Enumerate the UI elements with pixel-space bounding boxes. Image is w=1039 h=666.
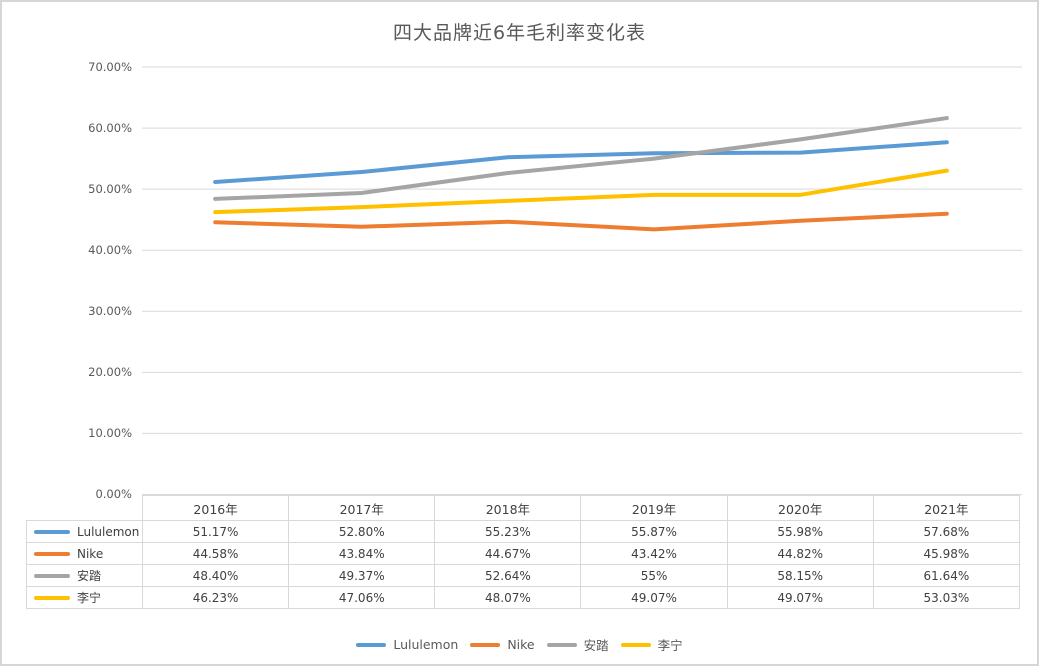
series-line-swatch-icon (34, 529, 70, 534)
table-row: Lululemon 51.17% 52.80% 55.23% 55.87% 55… (26, 520, 1021, 543)
table-cell: 48.07% (434, 586, 582, 609)
table-row: Nike 44.58% 43.84% 44.67% 43.42% 44.82% … (26, 542, 1021, 565)
table-cell: 55.23% (434, 520, 582, 543)
table-col-header: 2020年 (726, 495, 874, 521)
y-axis-tick: 20.00% (88, 364, 132, 379)
table-col-header: 2021年 (872, 495, 1021, 521)
series-name: Lululemon (77, 524, 140, 539)
table-cell: 43.84% (288, 542, 436, 565)
legend-line-swatch-icon (470, 642, 501, 647)
table-cell: 46.23% (141, 586, 290, 609)
table-cell: 55.87% (580, 520, 728, 543)
y-axis-tick: 50.00% (88, 181, 132, 196)
legend-item: Lululemon (356, 637, 458, 652)
series-label-cell: 李宁 (26, 586, 143, 609)
legend-line-swatch-icon (620, 642, 651, 647)
chart-line-Lululemon (213, 140, 949, 184)
table-cell: 43.42% (580, 542, 728, 565)
chart-line-Nike (213, 211, 949, 232)
table-header-row: 2016年 2017年 2018年 2019年 2020年 2021年 (26, 495, 1021, 521)
y-axis-tick: 70.00% (88, 59, 132, 74)
table-cell: 45.98% (872, 542, 1021, 565)
y-axis-tick: 40.00% (88, 242, 132, 257)
table-corner-cell (26, 495, 143, 521)
table-cell: 49.07% (580, 586, 728, 609)
table-cell: 47.06% (288, 586, 436, 609)
table-row: 安踏 48.40% 49.37% 52.64% 55% 58.15% 61.64… (26, 564, 1021, 587)
series-name: 李宁 (77, 591, 102, 605)
table-cell: 52.80% (288, 520, 436, 543)
table-col-header: 2018年 (434, 495, 582, 521)
y-axis-tick: 60.00% (88, 120, 132, 135)
table-col-header: 2016年 (141, 495, 290, 521)
table-cell: 48.40% (141, 564, 290, 587)
table-col-header: 2017年 (288, 495, 436, 521)
chart-line-安踏 (213, 116, 949, 201)
table-cell: 49.37% (288, 564, 436, 587)
table-col-header: 2019年 (580, 495, 728, 521)
table-cell: 44.82% (726, 542, 874, 565)
series-line-swatch-icon (34, 551, 70, 556)
table-cell: 58.15% (726, 564, 874, 587)
table-cell: 51.17% (141, 520, 290, 543)
table-cell: 55.98% (726, 520, 874, 543)
table-cell: 53.03% (872, 586, 1021, 609)
legend-line-swatch-icon (546, 642, 577, 647)
series-label-cell: Nike (26, 542, 143, 565)
legend-label: Lululemon (393, 637, 459, 652)
chart-data-table: 2016年 2017年 2018年 2019年 2020年 2021年 Lulu… (26, 495, 1021, 609)
y-axis-tick: 30.00% (88, 303, 132, 318)
table-cell: 52.64% (434, 564, 582, 587)
legend-label: 安踏 (583, 638, 609, 653)
table-row: 李宁 46.23% 47.06% 48.07% 49.07% 49.07% 53… (26, 586, 1021, 609)
legend-item: 安踏 (546, 635, 609, 654)
legend-label: Nike (507, 637, 535, 652)
series-name: Nike (77, 546, 104, 561)
table-cell: 44.67% (434, 542, 582, 565)
series-label-cell: 安踏 (26, 564, 143, 587)
series-name: 安踏 (77, 569, 102, 583)
table-cell: 44.58% (141, 542, 290, 565)
legend-item: Nike (470, 637, 535, 652)
chart-title: 四大品牌近6年毛利率变化表 (392, 22, 647, 44)
series-line-swatch-icon (34, 573, 70, 578)
series-line-swatch-icon (34, 595, 70, 600)
table-cell: 55% (580, 564, 728, 587)
legend-item: 李宁 (620, 635, 683, 654)
table-cell: 57.68% (872, 520, 1021, 543)
y-axis-tick: 10.00% (88, 425, 132, 440)
legend-line-swatch-icon (356, 642, 387, 647)
series-label-cell: Lululemon (26, 520, 143, 543)
chart-legend: Lululemon Nike 安踏 李宁 (2, 635, 1037, 654)
table-cell: 61.64% (872, 564, 1021, 587)
table-cell: 49.07% (726, 586, 874, 609)
legend-label: 李宁 (657, 638, 683, 653)
chart-line-李宁 (213, 168, 949, 215)
